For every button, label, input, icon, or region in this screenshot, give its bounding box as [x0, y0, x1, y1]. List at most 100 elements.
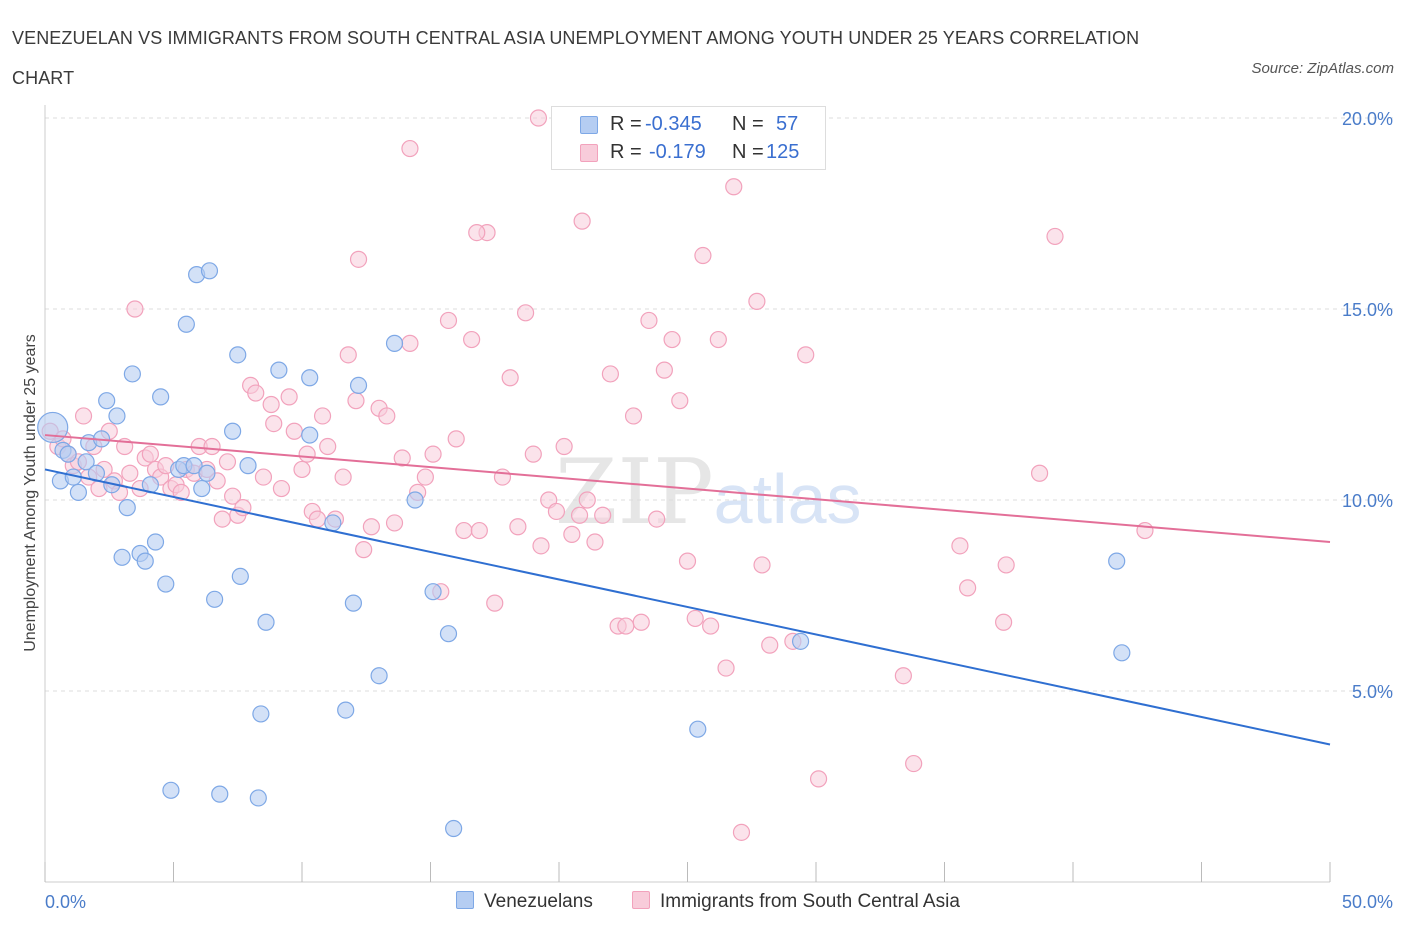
data-point-immigrants — [809, 770, 828, 788]
data-point-immigrants — [254, 468, 273, 486]
stats-legend: R = -0.345 N = 57 R = -0.179 N = 125 — [551, 106, 826, 170]
data-point-venezuelans — [406, 491, 424, 509]
data-point-venezuelans — [424, 583, 442, 601]
data-point-immigrants — [121, 464, 139, 482]
legend-swatch-blue — [580, 116, 598, 134]
data-point-immigrants — [995, 613, 1013, 631]
data-point-immigrants — [424, 445, 442, 463]
data-point-immigrants — [905, 754, 923, 773]
data-point-immigrants — [393, 449, 411, 467]
legend-r-value: -0.345 — [645, 113, 702, 135]
data-point-venezuelans — [152, 388, 170, 406]
data-point-venezuelans — [385, 334, 404, 352]
data-point-immigrants — [601, 365, 620, 383]
data-point-venezuelans — [113, 548, 131, 566]
data-point-immigrants — [141, 445, 159, 463]
data-point-immigrants — [748, 292, 766, 310]
data-point-venezuelans — [249, 789, 267, 807]
data-point-immigrants — [362, 518, 380, 536]
data-point-venezuelans — [59, 445, 77, 463]
axes — [44, 105, 1331, 883]
legend-r-label: R = — [610, 113, 642, 135]
data-point-immigrants — [529, 109, 548, 127]
data-point-immigrants — [203, 437, 221, 456]
data-point-venezuelans — [229, 346, 247, 364]
data-point-immigrants — [671, 392, 689, 410]
data-point-immigrants — [1046, 227, 1064, 246]
data-point-venezuelans — [193, 479, 211, 498]
data-point-immigrants — [516, 304, 535, 322]
data-point-immigrants — [655, 361, 673, 379]
legend-swatch-blue — [456, 891, 474, 909]
data-point-immigrants — [709, 330, 727, 349]
data-point-venezuelans — [301, 369, 319, 387]
data-point-immigrants — [617, 617, 635, 635]
data-point-venezuelans — [206, 590, 224, 608]
data-point-venezuelans — [37, 411, 69, 444]
data-point-immigrants — [285, 422, 303, 440]
data-point-venezuelans — [445, 819, 463, 838]
data-point-immigrants — [401, 139, 419, 158]
data-point-venezuelans — [98, 392, 116, 410]
data-point-venezuelans — [349, 376, 368, 394]
legend-swatch-pink — [580, 144, 598, 162]
data-point-venezuelans — [252, 705, 270, 723]
data-point-immigrants — [224, 487, 242, 505]
data-point-venezuelans — [1113, 644, 1131, 662]
data-point-immigrants — [293, 460, 311, 479]
data-point-venezuelans — [108, 407, 126, 425]
data-point-immigrants — [447, 430, 465, 448]
data-point-immigrants — [586, 533, 604, 551]
data-point-immigrants — [385, 514, 404, 532]
data-point-venezuelans — [1108, 552, 1126, 570]
y-tick-label: 20.0% — [1342, 109, 1393, 129]
data-point-immigrants — [640, 311, 658, 330]
data-point-venezuelans — [136, 552, 154, 570]
data-point-immigrants — [632, 613, 650, 631]
data-point-immigrants — [334, 468, 352, 486]
data-point-immigrants — [455, 521, 473, 540]
y-tick-label: 5.0% — [1352, 682, 1393, 702]
data-point-immigrants — [468, 224, 486, 242]
data-point-venezuelans — [177, 315, 195, 333]
y-tick-label: 15.0% — [1342, 300, 1393, 320]
data-point-immigrants — [717, 659, 735, 677]
data-point-immigrants — [280, 388, 298, 406]
bottom-legend-immigrants: Immigrants from South Central Asia — [632, 890, 960, 914]
data-point-venezuelans — [224, 422, 242, 440]
data-point-immigrants — [509, 518, 527, 536]
legend-n-label: N = — [732, 113, 764, 135]
data-point-immigrants — [732, 823, 751, 841]
trend-line-immigrants — [44, 434, 1331, 544]
data-point-venezuelans — [301, 426, 319, 444]
watermark: ZIPatlas — [555, 440, 862, 545]
watermark-atlas: atlas — [713, 460, 862, 538]
data-point-venezuelans — [257, 613, 275, 631]
data-point-venezuelans — [239, 457, 257, 475]
data-point-immigrants — [555, 437, 573, 456]
data-point-venezuelans — [231, 567, 249, 586]
data-point-venezuelans — [123, 365, 141, 383]
data-point-venezuelans — [146, 533, 165, 551]
data-point-immigrants — [247, 384, 265, 402]
legend-label-immigrants: Immigrants from South Central Asia — [660, 891, 960, 912]
data-point-venezuelans — [198, 464, 216, 482]
data-point-immigrants — [439, 311, 458, 330]
data-point-immigrants — [570, 506, 589, 524]
data-point-venezuelans — [270, 361, 288, 379]
legend-swatch-pink — [632, 891, 650, 909]
data-point-immigrants — [401, 334, 419, 352]
data-point-immigrants — [126, 300, 144, 318]
chart-title: VENEZUELAN VS IMMIGRANTS FROM SOUTH CENT… — [12, 28, 1140, 88]
data-point-immigrants — [355, 541, 373, 559]
data-point-immigrants — [308, 510, 327, 528]
data-point-immigrants — [470, 521, 488, 540]
data-point-immigrants — [678, 552, 697, 570]
data-point-venezuelans — [791, 632, 810, 650]
data-point-immigrants — [416, 468, 434, 486]
data-point-immigrants — [1136, 521, 1154, 540]
data-point-immigrants — [578, 491, 596, 509]
data-point-immigrants — [298, 445, 316, 463]
data-point-immigrants — [547, 502, 566, 521]
